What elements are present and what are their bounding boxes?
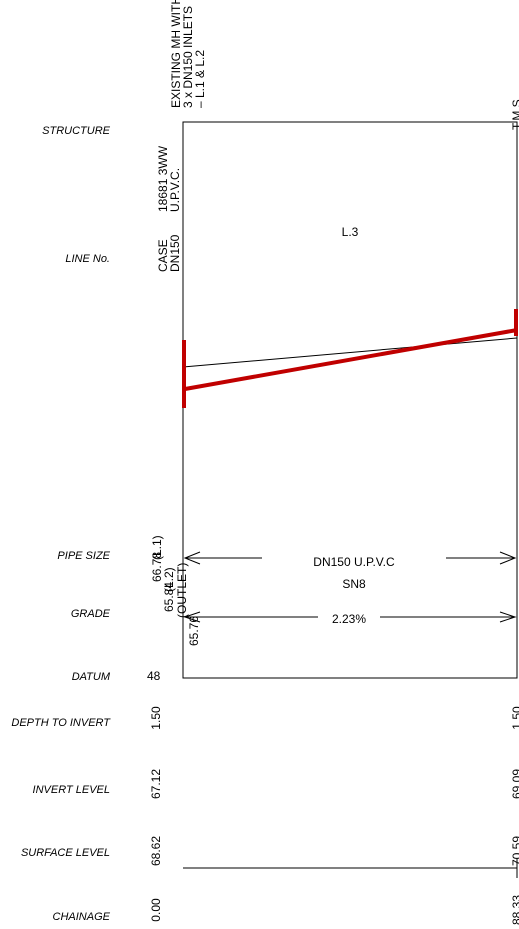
pipe-ref: 18681 3WW: [156, 145, 170, 212]
row-label: CHAINAGE: [53, 911, 111, 923]
grade: 2.23%: [332, 612, 366, 626]
row-label: LINE No.: [65, 253, 110, 265]
row-label: INVERT LEVEL: [33, 784, 110, 796]
level-value: 66.78: [150, 552, 164, 582]
pipe-class: SN8: [342, 577, 366, 591]
row-label: SURFACE LEVEL: [21, 847, 110, 859]
chainage: 0.00: [149, 898, 163, 922]
arrow-head: [183, 551, 201, 565]
level-label: (OUTLET): [175, 563, 189, 618]
datum: 48: [147, 669, 161, 683]
arrow-head: [183, 611, 201, 623]
case-label: DN150: [168, 234, 182, 272]
chainage: 88.33: [510, 895, 519, 925]
line-id: L.3: [342, 225, 359, 239]
level-value: 65.76: [187, 616, 201, 646]
invert-level: 67.12: [149, 769, 163, 799]
pipe-size: DN150 U.P.V.C: [313, 555, 395, 569]
row-label: GRADE: [71, 608, 111, 620]
arrow-head: [499, 551, 517, 565]
surface-level: 68.62: [149, 836, 163, 866]
row-label: DEPTH TO INVERT: [11, 717, 111, 729]
pipe-invert: [184, 328, 518, 391]
row-label: PIPE SIZE: [57, 550, 110, 562]
case-label: CASE: [156, 239, 170, 272]
surface-level: 70.59: [510, 836, 519, 866]
pipe-obvert: [182, 337, 518, 368]
arrow-head: [499, 611, 517, 623]
depth: 1.50: [510, 706, 519, 730]
level-label: (L.2): [162, 567, 176, 592]
level-value: 65.84: [162, 582, 176, 612]
structure-note: 3 x DN150 INLETS: [181, 6, 195, 108]
invert-level: 69.09: [510, 769, 519, 799]
row-label: STRUCTURE: [42, 125, 110, 137]
level-label: (L.1): [150, 535, 164, 560]
structure-end: T.M.S: [510, 99, 519, 130]
depth: 1.50: [149, 706, 163, 730]
row-label: DATUM: [72, 671, 111, 683]
structure-note: EXISTING MH WITH: [169, 0, 183, 108]
structure-note: – L.1 & L.2: [193, 50, 207, 108]
section-frame: [182, 121, 518, 679]
pipe-ref: U.P.V.C.: [168, 168, 182, 212]
